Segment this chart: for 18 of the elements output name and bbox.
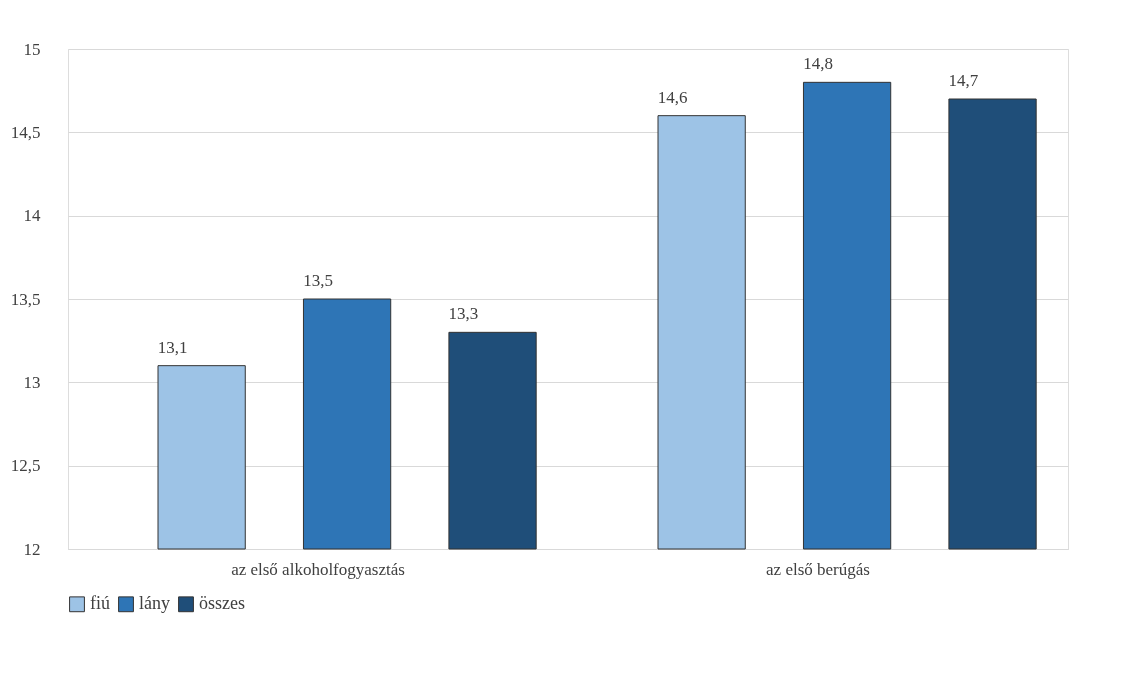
data-label: 13,5 <box>303 271 333 290</box>
data-label: 13,1 <box>157 337 188 357</box>
y-tick-label: 15 <box>23 39 41 59</box>
y-tick-label: 12,5 <box>10 456 41 476</box>
y-tick-label: 13,5 <box>10 289 41 309</box>
x-tick-label: az első alkoholfogyasztás <box>231 559 405 579</box>
data-label: 13,3 <box>448 304 479 324</box>
legend-label: fiú <box>90 593 110 614</box>
data-label: 14,8 <box>803 54 833 74</box>
legend-label: összes <box>199 593 245 614</box>
y-tick-label: 12 <box>23 539 41 559</box>
data-label: 14,7 <box>948 71 979 90</box>
x-tick-label: az első berúgás <box>766 559 870 579</box>
data-label: 14,6 <box>657 87 688 107</box>
legend-label: lány <box>139 593 170 614</box>
y-tick-label: 14 <box>23 206 41 226</box>
y-tick-label: 14,5 <box>10 122 41 142</box>
y-tick-label: 13 <box>23 372 41 392</box>
